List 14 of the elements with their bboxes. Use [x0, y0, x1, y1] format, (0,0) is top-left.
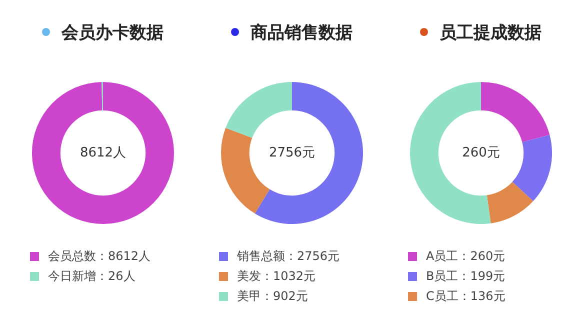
legend-label: 今日新增：26人 [48, 268, 136, 284]
legend-label: A员工：260元 [426, 248, 506, 264]
legend-label: B员工：199元 [426, 268, 506, 284]
legend-label: C员工：136元 [426, 288, 506, 304]
chart-title: 商品销售数据 [250, 22, 352, 44]
legend-label: 会员总数：8612人 [48, 248, 151, 264]
legend-label: 美甲：902元 [237, 288, 308, 304]
text: 2756元 [268, 145, 315, 160]
legend-label: 销售总额：2756元 [237, 248, 340, 264]
chart-title: 员工提成数据 [440, 22, 542, 44]
chart-title: 会员办卡数据 [62, 22, 164, 44]
legend-label: 美发：1032元 [237, 268, 316, 284]
text: 260元 [462, 145, 500, 160]
text: 8612人 [79, 145, 126, 160]
